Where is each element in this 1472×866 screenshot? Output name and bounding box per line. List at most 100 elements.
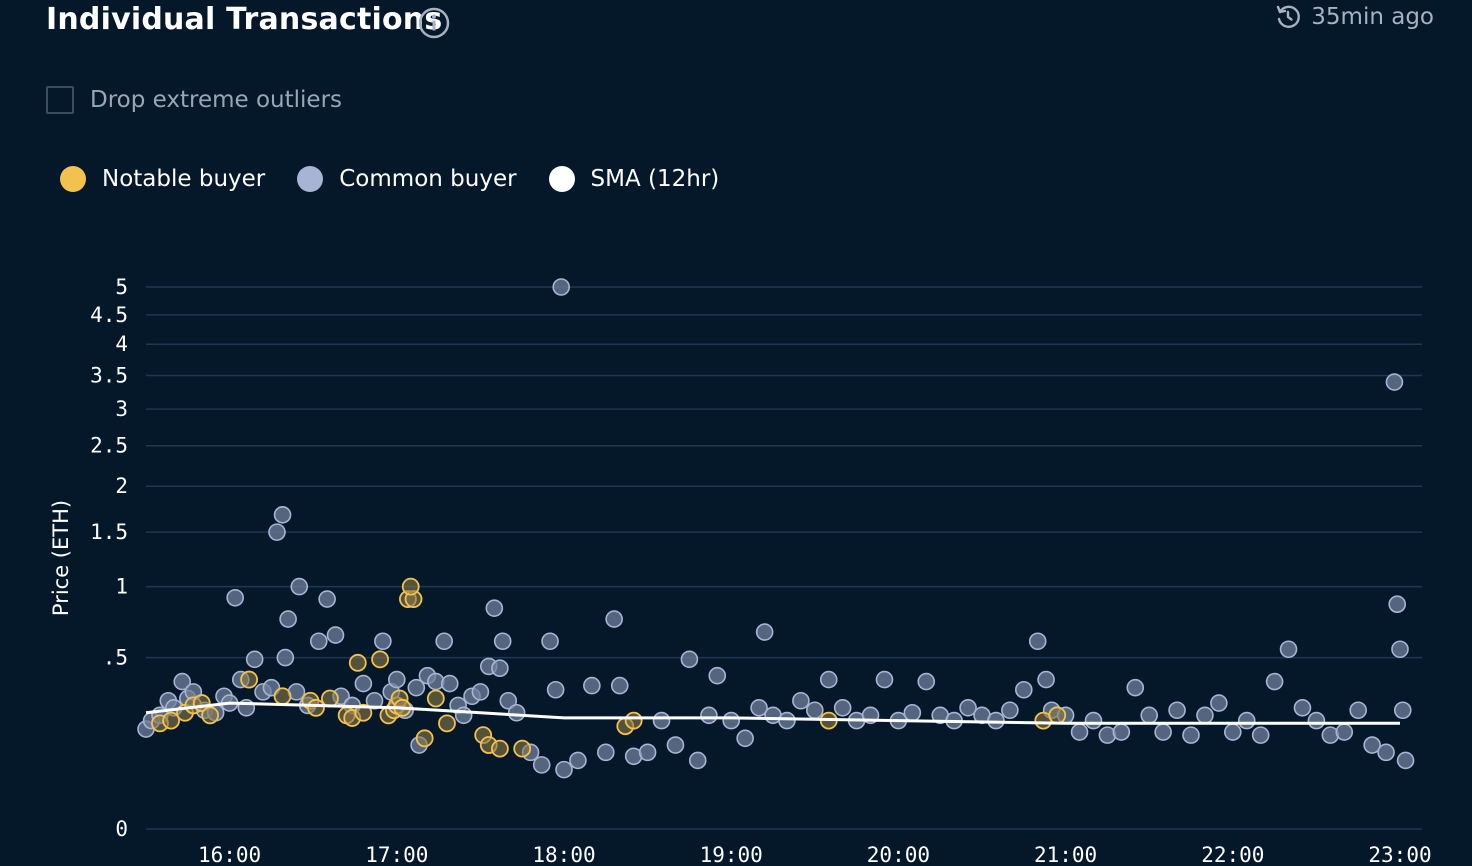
legend-item-common[interactable]: Common buyer <box>297 166 517 192</box>
legend-item-sma[interactable]: SMA (12hr) <box>548 166 719 192</box>
notable-buyer-point[interactable] <box>348 653 367 672</box>
notable-buyer-point[interactable] <box>354 703 373 722</box>
common-buyer-point[interactable] <box>435 632 453 651</box>
common-buyer-point[interactable] <box>688 751 707 770</box>
legend-item-notable[interactable]: Notable buyer <box>60 166 265 192</box>
common-buyer-point[interactable] <box>440 674 459 693</box>
common-buyer-point[interactable] <box>354 674 373 693</box>
common-buyer-point[interactable] <box>1196 706 1214 725</box>
notable-buyer-point[interactable] <box>371 650 389 669</box>
common-buyer-point[interactable] <box>318 590 336 608</box>
common-buyer-point[interactable] <box>1393 701 1412 720</box>
common-buyer-point[interactable] <box>1391 640 1409 659</box>
common-buyer-point[interactable] <box>365 691 384 710</box>
common-buyer-point[interactable] <box>532 756 551 774</box>
common-buyer-point[interactable] <box>407 678 426 697</box>
common-buyer-point[interactable] <box>226 588 244 607</box>
common-buyer-point[interactable] <box>1014 680 1033 699</box>
common-buyer-point[interactable] <box>273 506 292 524</box>
notable-buyer-point[interactable] <box>273 687 292 706</box>
common-buyer-point[interactable] <box>493 632 512 651</box>
common-buyer-point[interactable] <box>1154 723 1172 741</box>
notable-buyer-point[interactable] <box>415 729 434 748</box>
common-buyer-point[interactable] <box>1237 711 1256 730</box>
notable-buyer-point[interactable] <box>513 739 532 758</box>
common-buyer-point[interactable] <box>1037 670 1055 689</box>
common-buyer-point[interactable] <box>290 577 309 596</box>
common-buyer-point[interactable] <box>610 676 629 695</box>
common-buyer-point[interactable] <box>605 610 623 628</box>
common-buyer-point[interactable] <box>1293 699 1312 717</box>
common-buyer-point[interactable] <box>1385 373 1404 391</box>
notable-buyer-point[interactable] <box>240 670 259 689</box>
common-buyer-point[interactable] <box>1224 723 1242 741</box>
common-buyer-point[interactable] <box>1349 701 1367 720</box>
common-buyer-point[interactable] <box>546 680 565 699</box>
common-buyer-point[interactable] <box>1028 632 1047 651</box>
drop-outliers-toggle[interactable]: Drop extreme outliers <box>46 86 342 114</box>
common-buyer-point[interactable] <box>485 599 504 617</box>
notable-buyer-point[interactable] <box>624 711 643 730</box>
common-buyer-point[interactable] <box>326 626 345 644</box>
common-buyer-point[interactable] <box>778 711 796 730</box>
common-buyer-point[interactable] <box>959 699 977 717</box>
common-buyer-point[interactable] <box>596 743 615 762</box>
common-buyer-point[interactable] <box>173 672 192 691</box>
common-buyer-point[interactable] <box>666 736 685 754</box>
common-buyer-point[interactable] <box>1388 595 1407 614</box>
common-buyer-point[interactable] <box>1182 726 1200 744</box>
common-buyer-point[interactable] <box>736 729 754 748</box>
common-buyer-point[interactable] <box>1363 736 1381 754</box>
refresh-clock-icon[interactable] <box>1275 4 1301 30</box>
common-buyer-point[interactable] <box>507 703 526 722</box>
common-buyer-point[interactable] <box>755 623 774 641</box>
notable-buyer-point[interactable] <box>307 698 325 717</box>
common-buyer-point[interactable] <box>792 691 810 710</box>
common-buyer-point[interactable] <box>652 711 671 730</box>
common-buyer-point[interactable] <box>555 760 573 779</box>
common-buyer-point[interactable] <box>491 659 509 678</box>
common-buyer-point[interactable] <box>1265 672 1284 691</box>
common-buyer-point[interactable] <box>1307 711 1326 730</box>
common-buyer-point[interactable] <box>279 610 297 628</box>
common-buyer-point[interactable] <box>1396 751 1415 770</box>
common-buyer-point[interactable] <box>1001 701 1019 720</box>
common-buyer-point[interactable] <box>1168 701 1186 720</box>
common-buyer-point[interactable] <box>541 632 559 651</box>
common-buyer-point[interactable] <box>805 701 824 720</box>
common-buyer-point[interactable] <box>638 743 657 762</box>
common-buyer-point[interactable] <box>1084 711 1103 730</box>
common-buyer-point[interactable] <box>499 691 518 710</box>
common-buyer-point[interactable] <box>387 670 406 689</box>
common-buyer-point[interactable] <box>1112 723 1131 741</box>
notable-buyer-point[interactable] <box>401 577 420 596</box>
common-buyer-point[interactable] <box>1126 678 1145 697</box>
common-buyer-point[interactable] <box>309 632 328 651</box>
common-buyer-point[interactable] <box>1210 694 1228 712</box>
common-buyer-point[interactable] <box>583 676 601 695</box>
notable-buyer-point[interactable] <box>1048 706 1067 725</box>
common-buyer-point[interactable] <box>552 278 571 296</box>
common-buyer-point[interactable] <box>903 703 922 722</box>
common-buyer-point[interactable] <box>833 699 852 717</box>
common-buyer-point[interactable] <box>819 670 838 689</box>
common-buyer-point[interactable] <box>471 683 490 701</box>
notable-buyer-point[interactable] <box>438 714 456 733</box>
common-buyer-point[interactable] <box>454 706 473 725</box>
common-buyer-point[interactable] <box>750 699 768 717</box>
common-buyer-point[interactable] <box>374 632 392 651</box>
common-buyer-point[interactable] <box>1140 706 1158 725</box>
notable-buyer-point[interactable] <box>491 739 509 758</box>
common-buyer-point[interactable] <box>708 666 727 685</box>
common-buyer-point[interactable] <box>268 523 286 541</box>
notable-buyer-point[interactable] <box>162 711 180 730</box>
common-buyer-point[interactable] <box>245 650 264 669</box>
common-buyer-point[interactable] <box>1070 723 1089 741</box>
common-buyer-point[interactable] <box>680 650 699 669</box>
notable-buyer-point[interactable] <box>321 689 339 708</box>
common-buyer-point[interactable] <box>722 711 741 730</box>
common-buyer-point[interactable] <box>1335 723 1354 741</box>
common-buyer-point[interactable] <box>700 706 718 725</box>
info-icon[interactable] <box>418 7 450 39</box>
common-buyer-point[interactable] <box>1279 640 1298 659</box>
